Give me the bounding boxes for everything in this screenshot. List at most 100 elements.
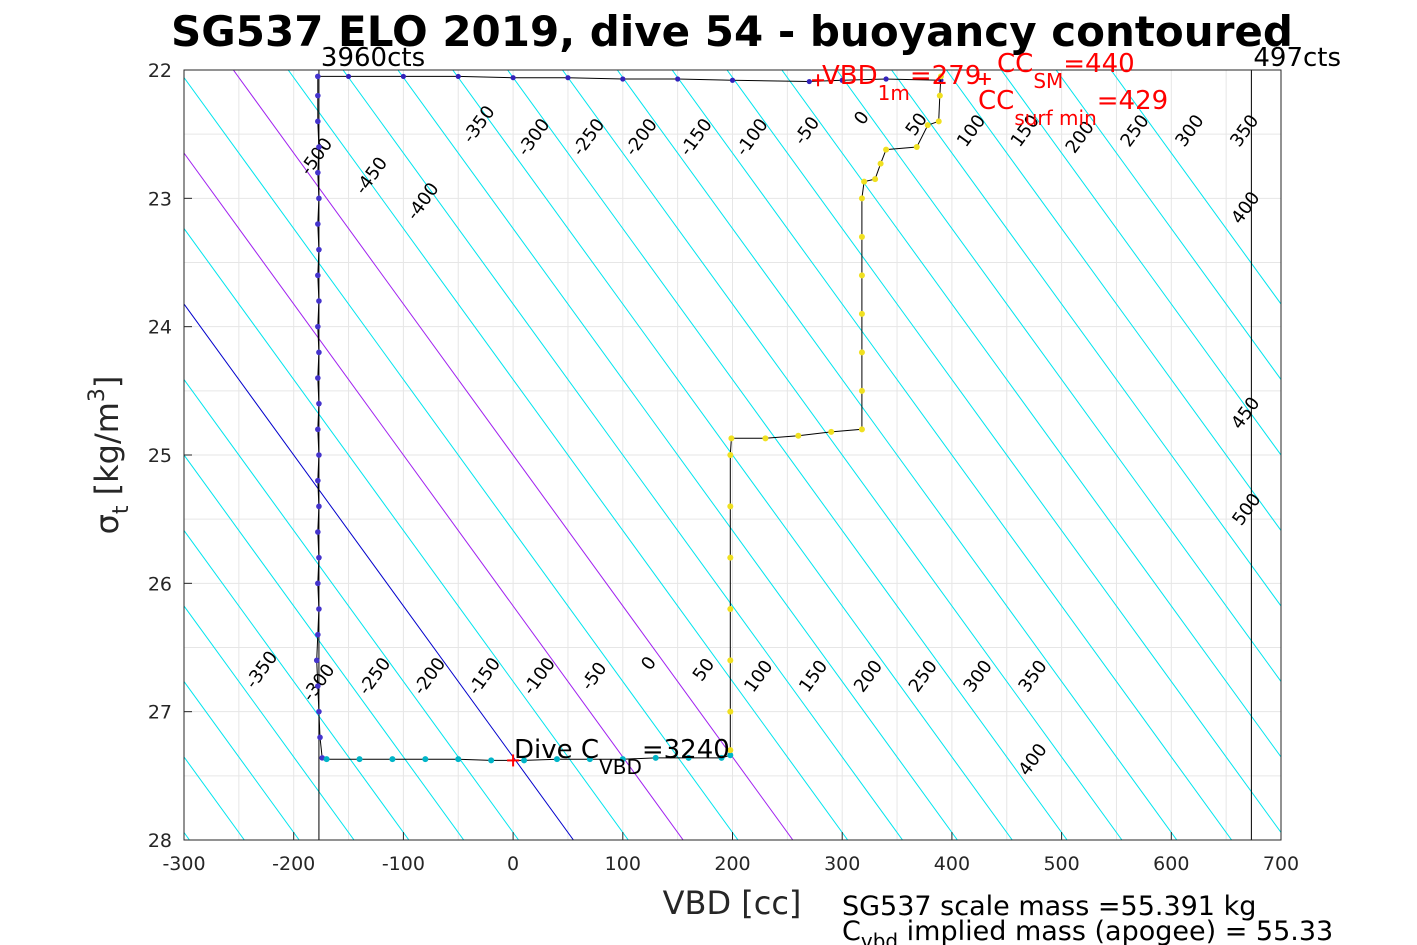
surface-track-point [675, 76, 681, 82]
climb-track-point [937, 73, 944, 80]
contour-line [836, 70, 1281, 683]
contour-label: 0 [637, 653, 661, 675]
contour-label: 0 [850, 107, 874, 129]
x-tick-label: -200 [272, 853, 315, 875]
bottom-track-point [323, 756, 330, 763]
bottom-track-point [422, 756, 429, 763]
descent-track-point [317, 734, 323, 741]
climb-track-point [727, 657, 734, 664]
contour-line [287, 70, 849, 840]
climb-track-point [762, 435, 769, 442]
descent-track-point [315, 323, 321, 330]
ccsm-annotation: CCSM=440 [997, 49, 1135, 93]
climb-track-point [883, 146, 890, 153]
contour-line [184, 378, 519, 840]
dive-cvbd-annotation: Dive CVBD=3240 [514, 735, 730, 779]
bottom-track-point [356, 756, 363, 763]
vbd1m-pre: VBD [822, 61, 878, 91]
y-tick-label: 24 [148, 317, 172, 339]
surface-track-point [883, 76, 889, 82]
climb-track-point [727, 606, 734, 612]
contour-label: 450 [1227, 393, 1264, 433]
climb-track-point [858, 387, 865, 394]
contour-labels: -50 0 -450 -400 -350 -300 -250 -200 -150 -100 -50 0… [241, 102, 1265, 780]
bottom-track-point [685, 754, 692, 761]
contour-line [507, 70, 1068, 840]
contour-label: -100 [732, 115, 773, 160]
ccsm-post: =440 [1063, 49, 1134, 79]
descent-track-point [315, 580, 321, 587]
y-tick-label: 22 [148, 60, 172, 82]
descent-track-point [315, 683, 321, 689]
descent-track-point [315, 426, 321, 433]
contour-line [184, 303, 574, 840]
y-label-sup: 3 [85, 388, 110, 402]
contour-line [891, 70, 1281, 607]
y-tick-label: 28 [148, 830, 172, 852]
contour-label: -350 [459, 102, 500, 147]
descent-track-point [316, 195, 322, 202]
bottom-track-line [326, 754, 731, 761]
descent-track-point [315, 631, 321, 638]
footer-line1: SG537 scale mass =55.391 kg [842, 891, 1256, 922]
surface-track-point [806, 78, 812, 85]
descent-track-point [316, 400, 322, 407]
footer-line2: Cvbd implied mass (apogee) = 55.33 [842, 916, 1333, 945]
contour-line [1110, 70, 1281, 305]
contour-label: 50 [689, 654, 719, 685]
climb-track-point [936, 92, 943, 99]
climb-track-point [727, 708, 734, 715]
contour-line [397, 70, 958, 840]
descent-track-point [315, 221, 321, 227]
y-tick-label: 23 [148, 188, 172, 210]
contour-label: 350 [1226, 111, 1263, 151]
climb-track-point [858, 272, 865, 279]
ccsurf-annotation: CCsurf min=429 [978, 86, 1168, 130]
contour-label: -300 [513, 115, 554, 160]
descent-track-point [315, 169, 321, 176]
surface-track-point [620, 76, 626, 82]
descent-track-point [315, 92, 321, 99]
contour-line [184, 605, 355, 840]
contour-label: -150 [464, 654, 505, 699]
contour-line [184, 76, 739, 840]
descent-track-point [316, 452, 322, 458]
descent-track-point [316, 708, 322, 715]
x-tick-label: 0 [507, 853, 519, 875]
y-label-sigma: σ [88, 514, 126, 534]
surface-track-point [839, 77, 845, 83]
bottom-track-point [521, 757, 528, 764]
contour-label: 100 [740, 656, 777, 696]
y-label-end: ] [88, 376, 126, 388]
ccsurf-sub: surf min [1014, 106, 1096, 130]
bottom-track-point [652, 754, 659, 761]
climb-track-point [795, 432, 802, 439]
x-tick-label: 700 [1263, 853, 1299, 875]
contour-line [184, 529, 410, 840]
bottom-track-point [455, 756, 462, 763]
descent-track-point [316, 554, 322, 561]
climb-track-point [828, 428, 835, 435]
contour-label: -50 [790, 113, 824, 149]
descent-track-point [316, 503, 322, 510]
surface-track-point [345, 73, 352, 80]
contour-line [184, 152, 684, 840]
descent-track-point [316, 144, 322, 150]
climb-track-point [858, 195, 865, 202]
y-label-sub: t [109, 505, 134, 514]
contour-line [1000, 70, 1281, 456]
contour-label: -400 [403, 179, 444, 224]
contour-label: -350 [241, 647, 282, 692]
contour-line [726, 70, 1281, 834]
surface-track-point [455, 73, 461, 80]
footer-line2-sub: vbd [861, 929, 898, 945]
contour-line [184, 680, 300, 840]
contour-label: 500 [1228, 489, 1265, 529]
contour-label: -450 [351, 153, 392, 198]
descent-track-point [316, 246, 322, 253]
bottom-track-point [586, 756, 593, 763]
contour-line [184, 227, 629, 840]
climb-track-point [727, 452, 734, 458]
surface-track-point [510, 75, 516, 81]
